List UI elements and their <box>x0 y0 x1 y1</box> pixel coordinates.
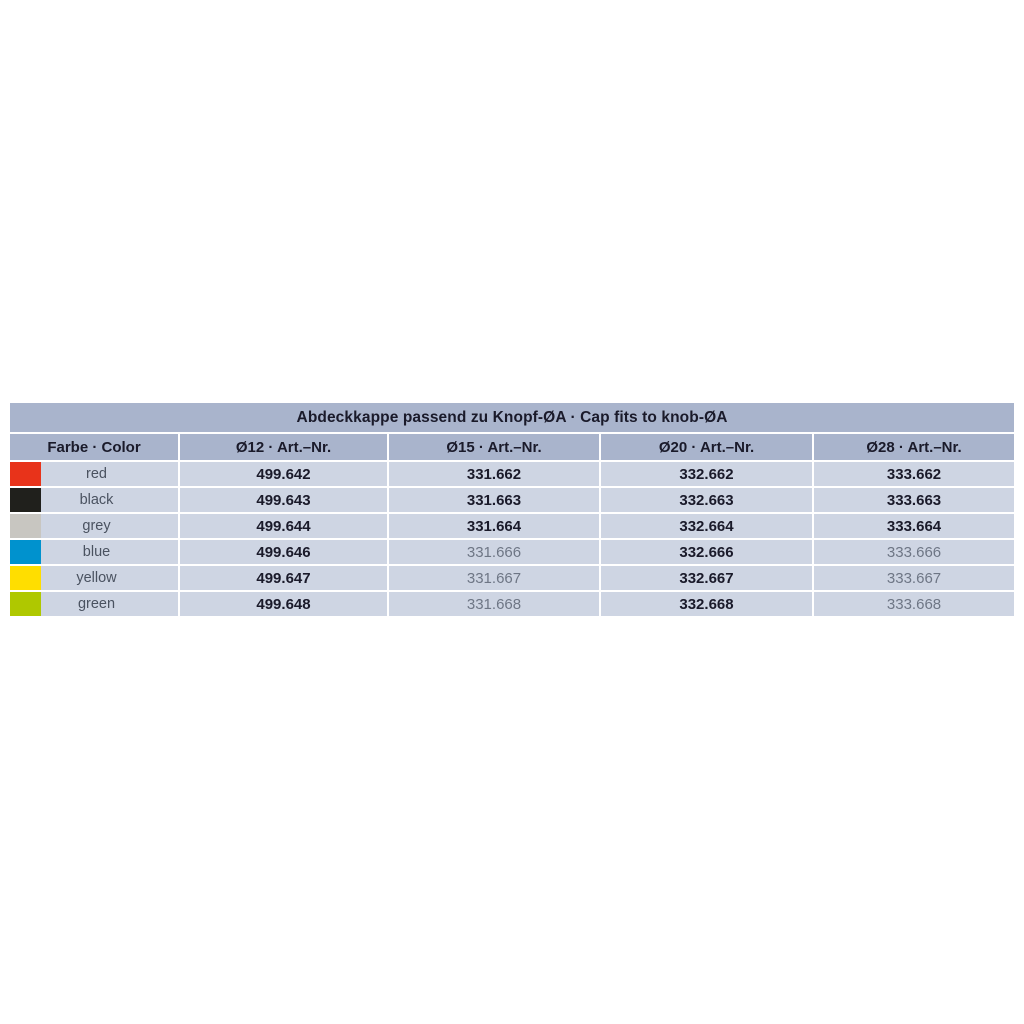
article-number-d15: 331.666 <box>389 540 601 566</box>
color-swatch <box>10 514 41 538</box>
article-number-d28: 333.668 <box>814 592 1015 616</box>
product-article-number-table: Abdeckkappe passend zu Knopf-ØA · Cap fi… <box>10 403 1015 616</box>
article-number-d15: 331.668 <box>389 592 601 616</box>
table-title: Abdeckkappe passend zu Knopf-ØA · Cap fi… <box>10 403 1015 434</box>
column-header-d20: Ø20 · Art.–Nr. <box>601 434 814 462</box>
color-cell: black <box>10 488 180 514</box>
article-number-d20: 332.667 <box>601 566 814 592</box>
article-number-d15: 331.662 <box>389 462 601 488</box>
color-name: red <box>86 466 107 482</box>
article-number-d28: 333.663 <box>814 488 1015 514</box>
color-swatch <box>10 592 41 616</box>
column-header-d28: Ø28 · Art.–Nr. <box>814 434 1015 462</box>
table: Abdeckkappe passend zu Knopf-ØA · Cap fi… <box>10 403 1015 616</box>
table-header-row: Farbe · Color Ø12 · Art.–Nr. Ø15 · Art.–… <box>10 434 1015 462</box>
article-number-d12: 499.644 <box>180 514 389 540</box>
table-body: red 499.642 331.662 332.662 333.662 black 499.… <box>10 462 1015 616</box>
article-number-d20: 332.666 <box>601 540 814 566</box>
color-cell: grey <box>10 514 180 540</box>
article-number-d28: 333.666 <box>814 540 1015 566</box>
article-number-d15: 331.663 <box>389 488 601 514</box>
column-header-d15: Ø15 · Art.–Nr. <box>389 434 601 462</box>
column-header-d12: Ø12 · Art.–Nr. <box>180 434 389 462</box>
color-swatch <box>10 566 41 590</box>
color-cell: red <box>10 462 180 488</box>
article-number-d20: 332.664 <box>601 514 814 540</box>
article-number-d28: 333.667 <box>814 566 1015 592</box>
table-row: black 499.643 331.663 332.663 333.663 <box>10 488 1015 514</box>
article-number-d15: 331.664 <box>389 514 601 540</box>
color-name: green <box>77 596 116 612</box>
color-swatch <box>10 540 41 564</box>
article-number-d12: 499.643 <box>180 488 389 514</box>
article-number-d15: 331.667 <box>389 566 601 592</box>
color-name: grey <box>82 518 111 534</box>
table-title-row: Abdeckkappe passend zu Knopf-ØA · Cap fi… <box>10 403 1015 434</box>
article-number-d20: 332.663 <box>601 488 814 514</box>
table-row: yellow 499.647 331.667 332.667 333.667 <box>10 566 1015 592</box>
article-number-d12: 499.648 <box>180 592 389 616</box>
table-row: blue 499.646 331.666 332.666 333.666 <box>10 540 1015 566</box>
color-swatch <box>10 462 41 486</box>
article-number-d12: 499.647 <box>180 566 389 592</box>
article-number-d20: 332.668 <box>601 592 814 616</box>
color-swatch <box>10 488 41 512</box>
color-cell: yellow <box>10 566 180 592</box>
table-row: grey 499.644 331.664 332.664 333.664 <box>10 514 1015 540</box>
article-number-d12: 499.642 <box>180 462 389 488</box>
table-row: red 499.642 331.662 332.662 333.662 <box>10 462 1015 488</box>
color-name: black <box>79 492 114 508</box>
article-number-d20: 332.662 <box>601 462 814 488</box>
color-cell: green <box>10 592 180 616</box>
color-name: blue <box>82 544 111 560</box>
article-number-d28: 333.664 <box>814 514 1015 540</box>
table-row: green 499.648 331.668 332.668 333.668 <box>10 592 1015 616</box>
article-number-d12: 499.646 <box>180 540 389 566</box>
column-header-color: Farbe · Color <box>10 434 180 462</box>
color-cell: blue <box>10 540 180 566</box>
article-number-d28: 333.662 <box>814 462 1015 488</box>
color-name: yellow <box>76 570 117 586</box>
